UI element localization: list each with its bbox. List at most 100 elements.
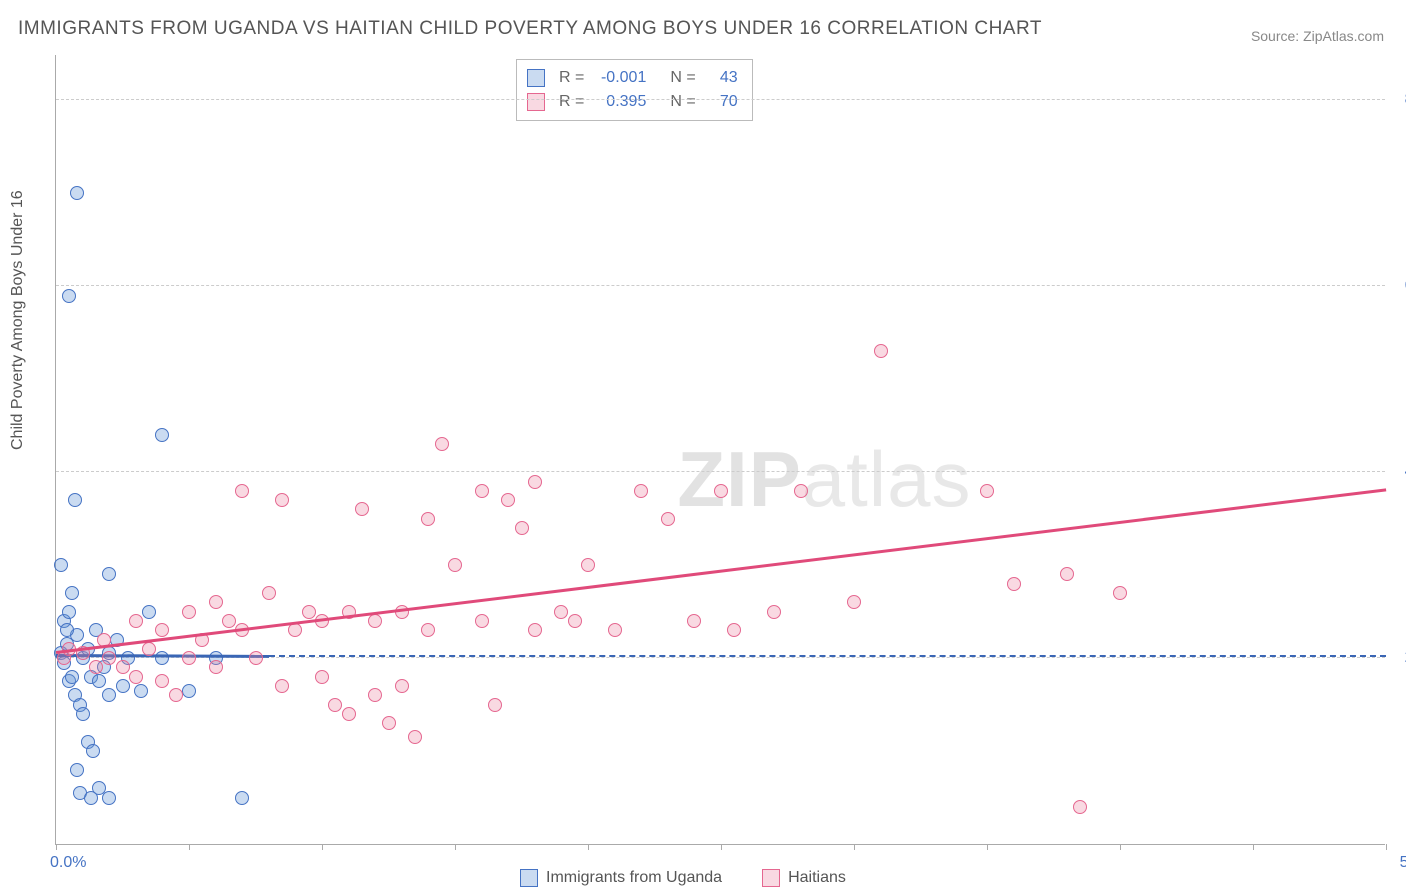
- data-point: [302, 605, 316, 619]
- stat-r-label: R =: [559, 66, 584, 90]
- data-point: [275, 493, 289, 507]
- legend: Immigrants from Uganda Haitians: [520, 869, 846, 887]
- data-point: [608, 623, 622, 637]
- data-point: [60, 623, 74, 637]
- stat-n-label: N =: [670, 90, 695, 114]
- data-point: [86, 744, 100, 758]
- data-point: [315, 670, 329, 684]
- stat-n-value: 70: [706, 90, 738, 114]
- source-attribution: Source: ZipAtlas.com: [1251, 28, 1384, 44]
- data-point: [1113, 586, 1127, 600]
- legend-item: Haitians: [762, 869, 846, 887]
- stat-r-value: 0.395: [594, 90, 646, 114]
- plot-area: ZIPatlas R =-0.001N =43R =0.395N =70 20.…: [55, 55, 1385, 845]
- data-point: [488, 698, 502, 712]
- x-axis-tick: [987, 844, 988, 850]
- data-point: [70, 186, 84, 200]
- data-point: [288, 623, 302, 637]
- data-point: [1007, 577, 1021, 591]
- data-point: [182, 605, 196, 619]
- gridline: [56, 99, 1385, 100]
- data-point: [249, 651, 263, 665]
- data-point: [102, 567, 116, 581]
- legend-label: Haitians: [788, 869, 846, 887]
- x-axis-tick: [322, 844, 323, 850]
- data-point: [661, 512, 675, 526]
- chart-title: IMMIGRANTS FROM UGANDA VS HAITIAN CHILD …: [18, 18, 1042, 40]
- series-swatch: [527, 93, 545, 111]
- x-axis-tick: [1120, 844, 1121, 850]
- data-point: [116, 679, 130, 693]
- stat-n-value: 43: [706, 66, 738, 90]
- data-point: [235, 484, 249, 498]
- data-point: [76, 707, 90, 721]
- correlation-stats-box: R =-0.001N =43R =0.395N =70: [516, 59, 753, 121]
- data-point: [355, 502, 369, 516]
- data-point: [554, 605, 568, 619]
- x-axis-tick: [189, 844, 190, 850]
- data-point: [581, 558, 595, 572]
- x-axis-tick: [588, 844, 589, 850]
- stats-row: R =-0.001N =43: [527, 66, 738, 90]
- data-point: [714, 484, 728, 498]
- x-axis-tick: [721, 844, 722, 850]
- data-point: [68, 493, 82, 507]
- data-point: [408, 730, 422, 744]
- y-axis-title: Child Poverty Among Boys Under 16: [9, 190, 27, 450]
- x-axis-tick: [56, 844, 57, 850]
- data-point: [794, 484, 808, 498]
- data-point: [395, 679, 409, 693]
- data-point: [209, 660, 223, 674]
- data-point: [65, 670, 79, 684]
- legend-swatch: [520, 869, 538, 887]
- data-point: [368, 688, 382, 702]
- data-point: [435, 437, 449, 451]
- data-point: [568, 614, 582, 628]
- data-point: [142, 605, 156, 619]
- x-axis-tick: [455, 844, 456, 850]
- data-point: [421, 623, 435, 637]
- data-point: [847, 595, 861, 609]
- data-point: [687, 614, 701, 628]
- x-axis-tick: [1386, 844, 1387, 850]
- data-point: [382, 716, 396, 730]
- legend-item: Immigrants from Uganda: [520, 869, 722, 887]
- data-point: [62, 605, 76, 619]
- data-point: [235, 791, 249, 805]
- data-point: [102, 651, 116, 665]
- data-point: [515, 521, 529, 535]
- legend-swatch: [762, 869, 780, 887]
- stats-row: R =0.395N =70: [527, 90, 738, 114]
- data-point: [634, 484, 648, 498]
- data-point: [134, 684, 148, 698]
- x-axis-tick: [854, 844, 855, 850]
- data-point: [528, 475, 542, 489]
- data-point: [169, 688, 183, 702]
- legend-label: Immigrants from Uganda: [546, 869, 722, 887]
- data-point: [475, 484, 489, 498]
- data-point: [342, 707, 356, 721]
- data-point: [475, 614, 489, 628]
- data-point: [275, 679, 289, 693]
- data-point: [102, 688, 116, 702]
- data-point: [155, 428, 169, 442]
- data-point: [448, 558, 462, 572]
- data-point: [84, 791, 98, 805]
- data-point: [182, 684, 196, 698]
- regression-line-extended: [269, 655, 1386, 657]
- x-axis-tick-label: 0.0%: [50, 854, 86, 872]
- gridline: [56, 471, 1385, 472]
- series-swatch: [527, 69, 545, 87]
- data-point: [116, 660, 130, 674]
- data-point: [501, 493, 515, 507]
- watermark: ZIPatlas: [677, 434, 971, 525]
- stat-n-label: N =: [670, 66, 695, 90]
- data-point: [1060, 567, 1074, 581]
- data-point: [209, 595, 223, 609]
- x-axis-tick-label: 50.0%: [1400, 854, 1406, 872]
- data-point: [65, 586, 79, 600]
- watermark-bold: ZIP: [677, 435, 801, 523]
- data-point: [70, 763, 84, 777]
- data-point: [980, 484, 994, 498]
- data-point: [421, 512, 435, 526]
